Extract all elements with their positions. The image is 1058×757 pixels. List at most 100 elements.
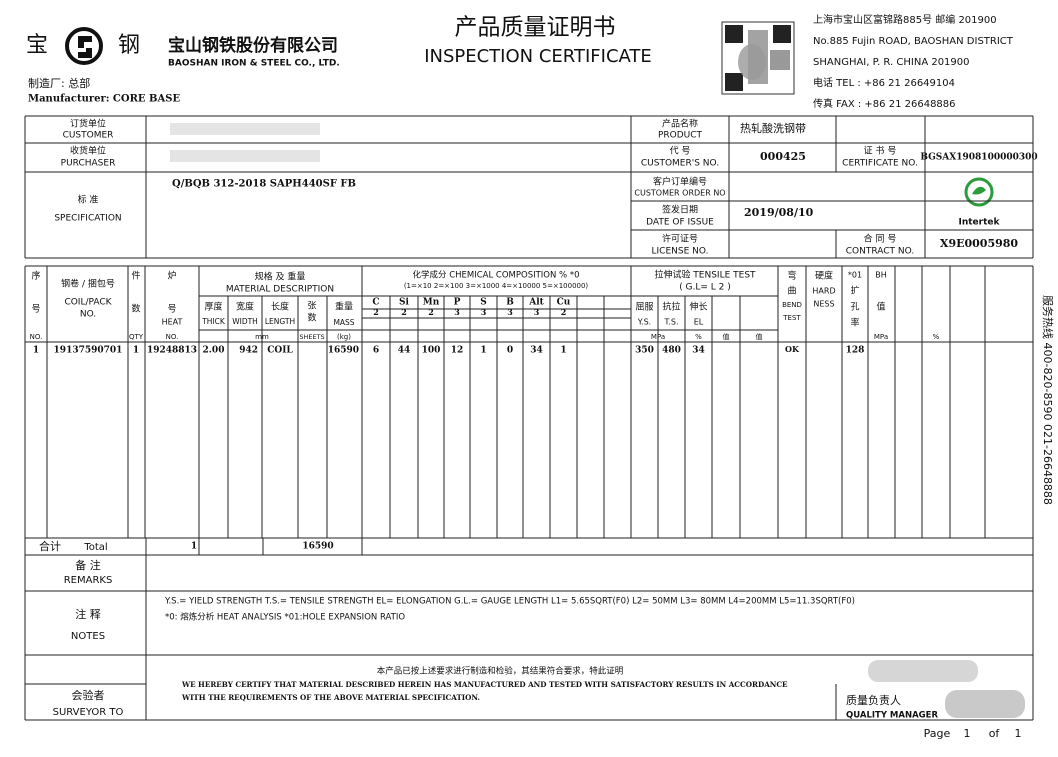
element: Si — [399, 298, 409, 308]
label: 拉伸试验 TENSILE TEST — [654, 269, 756, 281]
label: QTY — [129, 333, 144, 341]
label: Page — [924, 727, 951, 740]
logo-mark — [65, 27, 103, 65]
label: 规格 及 重量 — [255, 271, 306, 283]
label: LENGTH — [265, 317, 295, 326]
label: 炉 — [167, 270, 176, 282]
element: S — [480, 298, 487, 308]
label: PURCHASER — [61, 159, 116, 169]
element: P — [454, 298, 461, 308]
multiplier: 2 — [428, 307, 434, 317]
label: Y.S.= YIELD STRENGTH T.S.= TENSILE STREN… — [164, 597, 855, 607]
cell: 16590 — [302, 542, 333, 552]
label: 2019/08/10 — [744, 206, 814, 219]
label: 钢卷 / 捆包号 — [61, 278, 115, 290]
label: 备 注 — [75, 558, 101, 572]
multiplier: 2 — [373, 307, 379, 317]
label: SPECIFICATION — [54, 214, 121, 224]
label: BEND — [782, 301, 802, 309]
label: WE HEREBY CERTIFY THAT MATERIAL DESCRIBE… — [181, 680, 788, 689]
label: SURVEYOR TO — [53, 707, 124, 718]
label: MPa — [874, 333, 888, 341]
cell: 19137590701 — [54, 346, 123, 356]
label: 注 释 — [75, 607, 101, 621]
cell: 480 — [662, 346, 681, 356]
label: Q/BQB 312-2018 SAPH440SF FB — [172, 179, 356, 190]
cell: 100 — [422, 346, 441, 356]
label: THICK — [201, 317, 226, 326]
label: 会验者 — [72, 688, 105, 702]
label: 弯 — [787, 270, 796, 282]
label: CUSTOMER — [63, 131, 114, 141]
label: 000425 — [760, 150, 806, 163]
label: WITH THE REQUIREMENTS OF THE ABOVE MATER… — [181, 693, 480, 702]
multiplier: 3 — [454, 307, 460, 317]
label: NO. — [166, 333, 179, 341]
label: 标 准 — [78, 194, 99, 206]
label: *0: 熔炼分析 HEAT ANALYSIS *01:HOLE EXPANSIO… — [165, 612, 405, 623]
label: % — [695, 333, 702, 341]
label: 重量 — [335, 301, 353, 313]
label: 硬度 — [815, 270, 833, 282]
element: Mn — [423, 298, 440, 308]
label: Y.S. — [637, 318, 651, 327]
label: 号 — [167, 304, 176, 315]
cell: COIL — [267, 346, 293, 356]
multiplier: 3 — [507, 307, 513, 317]
address-line: SHANGHAI, P. R. CHINA 201900 — [813, 57, 970, 68]
label: 孔 — [850, 302, 859, 313]
label: 数 — [131, 303, 140, 315]
label: *01 — [848, 271, 862, 280]
label: 化学成分 CHEMICAL COMPOSITION % *0 — [413, 270, 580, 281]
label: 扩 — [850, 285, 859, 297]
label: 厚度 — [204, 301, 222, 313]
label: 收货单位 — [70, 145, 106, 157]
label: (kg) — [337, 333, 351, 341]
label: of — [989, 727, 1001, 740]
label: 代 号 — [670, 146, 691, 157]
cell: 16590 — [328, 346, 359, 356]
multiplier: 3 — [481, 307, 487, 317]
label: BGSAX1908100000300 — [920, 153, 1037, 163]
label: 产品名称 — [662, 118, 698, 130]
label: WIDTH — [232, 317, 258, 326]
table-lines — [24, 115, 1034, 721]
label: HARD — [812, 287, 835, 296]
cell: 2.00 — [203, 346, 225, 356]
label: 值 — [723, 332, 730, 341]
label: 序 — [31, 270, 40, 282]
address-line: 传真 FAX : +86 21 26648886 — [813, 97, 956, 110]
label: CUSTOMER ORDER NO — [634, 189, 725, 198]
label: 值 — [756, 332, 763, 341]
label: CERTIFICATE NO. — [842, 159, 918, 169]
label: NO. — [80, 310, 96, 320]
label: MPa — [651, 333, 665, 341]
address-line: No.885 Fujin ROAD, BAOSHAN DISTRICT — [813, 36, 1014, 47]
label: DATE OF ISSUE — [646, 218, 714, 228]
cell: 1 — [191, 542, 197, 552]
label: 制造厂: 总部 — [28, 76, 90, 90]
label: NOTES — [71, 631, 105, 642]
label: 签发日期 — [662, 204, 698, 216]
label: 热轧酸洗钢带 — [740, 121, 806, 135]
label: PRODUCT — [658, 131, 703, 141]
label: 1 — [964, 727, 971, 740]
label: 数 — [307, 312, 316, 324]
element: Alt — [528, 298, 544, 308]
logo-text: 钢 — [118, 33, 140, 58]
hotline: 服务热线 400-820-8590 021-26648888 — [1041, 295, 1055, 505]
label: MASS — [333, 318, 354, 327]
label: 值 — [876, 301, 885, 313]
cell: 0 — [507, 346, 513, 356]
cell: 6 — [373, 346, 379, 356]
label: X9E0005980 — [940, 237, 1018, 250]
qr-code — [721, 21, 795, 95]
label: NO. — [30, 333, 43, 341]
label: QUALITY MANAGER — [846, 711, 938, 721]
title-en: INSPECTION CERTIFICATE — [424, 46, 652, 67]
element: B — [506, 298, 514, 308]
blurred-fields — [170, 123, 1025, 718]
label: SHEETS — [299, 333, 324, 341]
